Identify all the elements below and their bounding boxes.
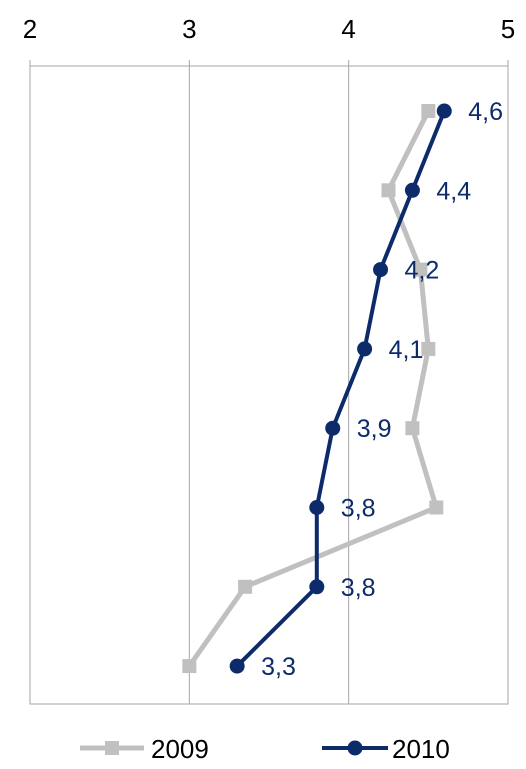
data-label: 3,8: [341, 495, 376, 523]
legend-label-2009: 2009: [151, 734, 209, 764]
plot-area-frame: [29, 65, 509, 705]
data-label: 3,3: [261, 653, 296, 681]
data-point-2010: [325, 420, 341, 436]
data-point-2009: [182, 659, 197, 674]
data-labels: 4,6 4,4 4,2 4,1 3,9 3,8 3,8 3,3: [261, 98, 503, 681]
x-tick-label: 5: [501, 14, 515, 44]
x-tick-label: 4: [341, 14, 355, 44]
gridlines: [29, 60, 509, 705]
data-point-2009: [421, 104, 436, 118]
data-label: 4,2: [405, 257, 440, 285]
data-label: 4,4: [436, 177, 471, 205]
data-point-2010: [436, 103, 452, 119]
series-group: [182, 103, 452, 674]
data-point-2010: [309, 500, 325, 515]
data-point-2009: [405, 421, 420, 436]
x-tick-label: 2: [23, 14, 37, 44]
data-label: 3,8: [341, 574, 376, 602]
data-point-2010: [309, 579, 325, 595]
legend: 2009 2010: [80, 734, 450, 764]
data-point-2010: [357, 341, 373, 357]
x-axis-ticks: 2 3 4 5: [23, 14, 515, 44]
data-point-2010: [373, 262, 389, 278]
series-line-2009: [187, 109, 439, 668]
data-point-2010: [229, 658, 245, 674]
data-point-2009: [413, 262, 428, 277]
legend-marker-2010: [347, 740, 363, 756]
data-label: 4,1: [389, 336, 424, 364]
data-label: 3,9: [357, 415, 392, 443]
legend-label-2010: 2010: [392, 734, 450, 764]
legend-marker-2009: [105, 741, 119, 755]
data-point-2009: [381, 183, 396, 198]
data-point-2009: [429, 500, 444, 515]
data-point-2010: [404, 182, 420, 198]
data-point-2009: [238, 579, 253, 594]
data-point-2009: [421, 341, 436, 356]
x-tick-label: 3: [182, 14, 196, 44]
data-label: 4,6: [468, 98, 503, 126]
series-line-2010: [235, 110, 447, 668]
